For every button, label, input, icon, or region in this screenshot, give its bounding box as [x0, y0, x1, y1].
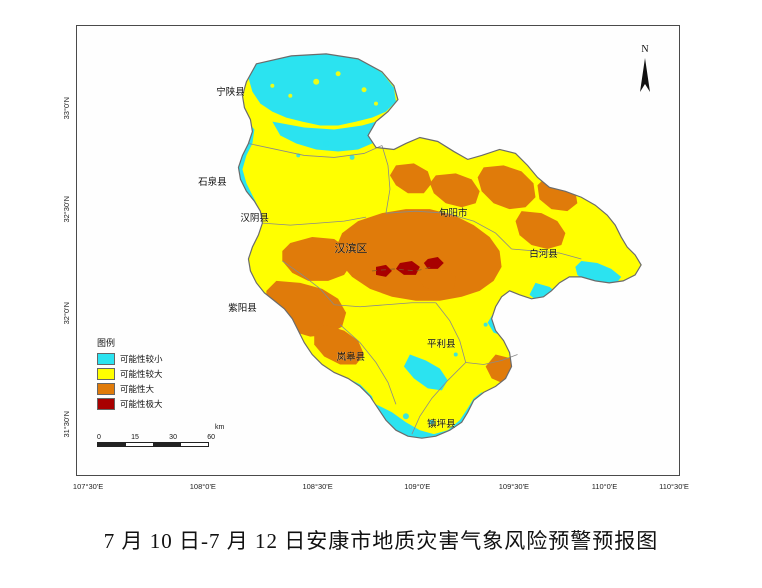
county-boundaries — [248, 143, 582, 435]
place-label: 宁陕县 — [216, 87, 245, 99]
legend-label: 可能性较小 — [120, 354, 163, 364]
place-label: 汉阴县 — [240, 212, 269, 224]
river-dashed-line — [371, 266, 432, 272]
city-boundary — [237, 53, 642, 439]
y-axis-label: 33°0'N — [62, 97, 71, 120]
place-label: 岚皋县 — [336, 352, 366, 363]
scale-bar-ticks: 0 15 30 60 — [97, 434, 215, 441]
place-label: 汉滨区 — [334, 243, 368, 256]
x-axis-label: 107°30'E — [72, 482, 104, 491]
scale-tick: 60 — [207, 434, 215, 441]
map-canvas — [237, 53, 642, 439]
scale-tick: 0 — [97, 434, 101, 441]
place-label: 镇坪县 — [426, 419, 456, 431]
scale-bar-graphic — [97, 442, 209, 447]
figure-caption: 7 月 10 日-7 月 12 日安康市地质灾害气象风险预警预报图 — [103, 529, 659, 553]
legend-swatch — [97, 353, 115, 365]
north-arrow-letter: N — [641, 44, 649, 55]
legend-label: 可能性极大 — [120, 399, 163, 409]
place-label: 石泉县 — [198, 176, 227, 188]
legend-row: 可能性大 — [97, 383, 207, 395]
place-label: 平利县 — [426, 338, 456, 350]
scale-tick: 15 — [131, 434, 139, 441]
legend-swatch — [97, 398, 115, 410]
legend-items: 可能性较小可能性较大可能性大可能性极大 — [97, 353, 207, 410]
legend-title: 图例 — [97, 338, 116, 348]
north-arrow: N — [633, 44, 657, 96]
map-frame: 宁陕县石泉县汉阴县汉滨区 旬阳市白河县紫阳县岚皋县 平利县镇坪县 N 图例 可能性较… — [76, 25, 680, 476]
x-axis-label: 108°30'E — [302, 482, 333, 491]
x-axis-label: 109°30'E — [498, 482, 530, 491]
legend-row: 可能性极大 — [97, 398, 207, 410]
legend-row: 可能性较小 — [97, 353, 207, 365]
x-axis-label: 110°0'E — [591, 482, 618, 491]
legend-row: 可能性较大 — [97, 368, 207, 380]
x-axis-label: 110°30'E — [659, 482, 689, 491]
y-axis-label: 32°0'N — [62, 302, 71, 325]
scale-tick: 30 — [169, 434, 177, 441]
y-axis-label: 31°30'N — [62, 410, 71, 438]
x-axis-label: 108°0'E — [189, 482, 216, 491]
legend: 图例 可能性较小可能性较大可能性大可能性极大 — [97, 336, 207, 413]
place-label: 紫阳县 — [228, 302, 257, 314]
north-arrow-icon — [640, 58, 650, 92]
scale-bar-unit: km — [215, 424, 225, 431]
legend-swatch — [97, 383, 115, 395]
y-axis-label: 32°30'N — [62, 196, 71, 223]
scale-bar: 0 15 30 60 km — [97, 424, 247, 447]
place-label: 旬阳市 — [438, 208, 468, 220]
place-label: 白河县 — [529, 248, 558, 260]
x-axis-label: 109°0'E — [404, 482, 431, 491]
legend-swatch — [97, 368, 115, 380]
legend-label: 可能性较大 — [120, 369, 163, 379]
legend-label: 可能性大 — [120, 384, 155, 394]
